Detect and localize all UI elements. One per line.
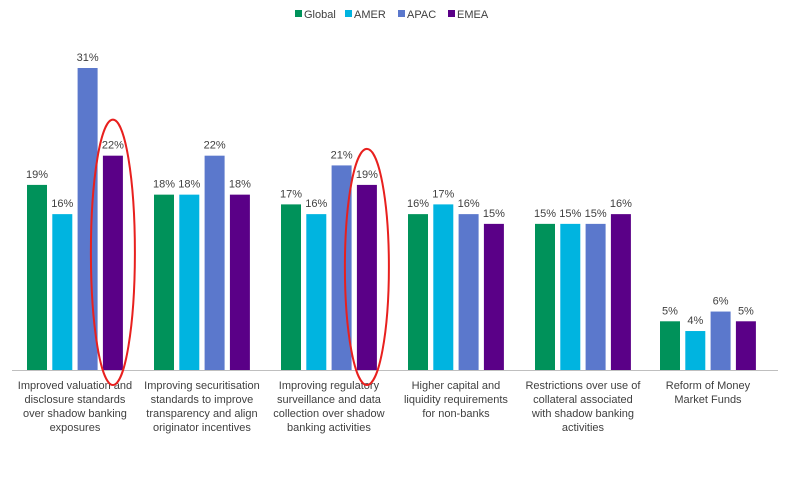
bar-amer-2 [306, 214, 327, 370]
category-label-5-line-0: Reform of Money [666, 380, 751, 392]
legend: Global AMER APAC EMEA [295, 9, 489, 21]
bar-global-0 [27, 184, 47, 370]
bar-apac-4 [585, 223, 606, 370]
category-label-4-line-1: collateral associated [533, 394, 633, 406]
category-label-2-line-3: banking activities [287, 422, 371, 434]
highlight-ellipse-0 [89, 118, 136, 386]
value-label-emea-5: 5% [738, 305, 754, 317]
value-label-apac-0: 31% [77, 52, 99, 64]
category-label-3-line-0: Higher capital and [412, 380, 501, 392]
value-label-global-5: 5% [662, 305, 678, 317]
value-label-apac-1: 22% [204, 140, 226, 152]
value-label-emea-3: 15% [483, 208, 505, 220]
value-label-apac-5: 6% [713, 296, 729, 308]
legend-label-global: Global [304, 9, 336, 21]
bar-emea-3 [483, 223, 504, 370]
bar-amer-4 [560, 223, 581, 370]
bar-amer-5 [685, 331, 706, 370]
category-label-4-line-3: activities [562, 422, 605, 434]
bar-global-4 [535, 223, 555, 370]
annotations [89, 118, 390, 386]
legend-label-emea: EMEA [457, 9, 489, 21]
value-label-emea-2: 19% [356, 169, 378, 181]
legend-label-amer: AMER [354, 9, 386, 21]
value-label-global-1: 18% [153, 179, 175, 191]
legend-swatch-emea [448, 10, 455, 17]
category-labels: Improved valuation and disclosure standar… [18, 380, 751, 434]
bar-global-1 [154, 194, 174, 370]
value-label-emea-1: 18% [229, 179, 251, 191]
value-label-amer-2: 16% [305, 198, 327, 210]
bar-emea-2 [356, 184, 377, 370]
bars [27, 68, 756, 370]
highlight-ellipse-1 [343, 147, 390, 386]
value-label-global-2: 17% [280, 188, 302, 200]
value-label-apac-4: 15% [585, 208, 607, 220]
category-label-3-line-2: for non-banks [422, 408, 490, 420]
category-label-2-line-1: surveillance and data [277, 394, 382, 406]
category-label-1-line-0: Improving securitisation [144, 380, 260, 392]
value-label-global-3: 16% [407, 198, 429, 210]
bar-emea-4 [610, 214, 631, 370]
category-label-5-line-1: Market Funds [674, 394, 742, 406]
value-label-amer-1: 18% [178, 179, 200, 191]
bar-global-5 [660, 321, 680, 370]
category-label-3-line-1: liquidity requirements [404, 394, 508, 406]
legend-label-apac: APAC [407, 9, 436, 21]
value-label-emea-0: 22% [102, 140, 124, 152]
category-label-2-line-2: collection over shadow [273, 408, 384, 420]
value-label-amer-4: 15% [559, 208, 581, 220]
legend-swatch-amer [345, 10, 352, 17]
category-label-1-line-3: originator incentives [153, 422, 251, 434]
bar-emea-5 [735, 321, 756, 370]
value-label-amer-0: 16% [51, 198, 73, 210]
bar-amer-1 [179, 194, 200, 370]
category-label-2-line-0: Improving regulatory [279, 380, 380, 392]
value-labels: 19%18%17%16%15%5%16%18%16%17%15%4%31%22%… [26, 52, 754, 327]
value-label-apac-3: 16% [458, 198, 480, 210]
bar-global-3 [408, 214, 428, 370]
value-label-amer-3: 17% [432, 188, 454, 200]
bar-apac-5 [710, 311, 731, 370]
bar-apac-1 [204, 155, 225, 370]
category-label-0-line-3: exposures [50, 422, 101, 434]
category-label-4-line-0: Restrictions over use of [525, 380, 641, 392]
legend-swatch-global [295, 10, 302, 17]
value-label-global-4: 15% [534, 208, 556, 220]
bar-emea-1 [229, 194, 250, 370]
bar-amer-3 [433, 204, 454, 370]
category-label-0-line-2: over shadow banking [23, 408, 127, 420]
bar-emea-0 [102, 155, 123, 370]
bar-amer-0 [52, 214, 73, 370]
category-label-1-line-1: standards to improve [151, 394, 254, 406]
category-label-0-line-1: disclosure standards [25, 394, 126, 406]
category-label-4-line-2: with shadow banking [531, 408, 634, 420]
bar-global-2 [281, 204, 301, 370]
bar-apac-3 [458, 214, 479, 370]
value-label-apac-2: 21% [331, 149, 353, 161]
category-label-1-line-2: transparency and align [146, 408, 257, 420]
category-label-0-line-0: Improved valuation and [18, 380, 132, 392]
value-label-global-0: 19% [26, 169, 48, 181]
value-label-amer-5: 4% [687, 315, 703, 327]
legend-swatch-apac [398, 10, 405, 17]
value-label-emea-4: 16% [610, 198, 632, 210]
